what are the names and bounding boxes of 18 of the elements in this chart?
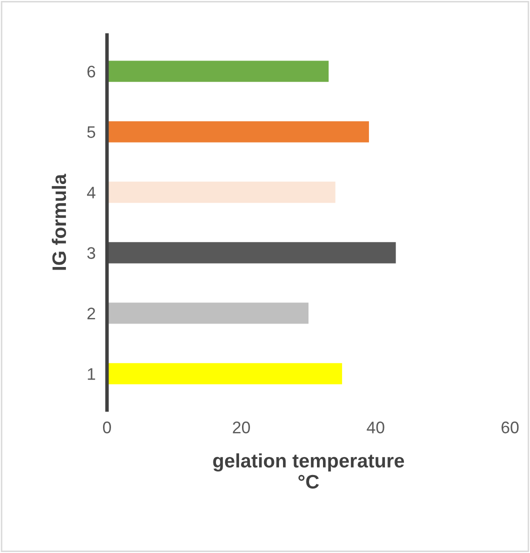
x-axis-title: gelation temperature °C [213,453,404,489]
y-tick-label: 6 [87,66,96,78]
x-tick-label: 0 [103,422,111,434]
bar [107,363,342,384]
bar [107,60,329,82]
bar [107,121,369,142]
bar [107,242,396,264]
x-tick-label: 20 [232,422,250,434]
y-tick-label: 3 [87,247,96,259]
y-tick-label: 5 [87,126,96,138]
y-tick-label: 2 [87,308,96,320]
bar [107,302,308,324]
y-tick-label: 1 [88,368,96,380]
y-tick-label: 4 [87,186,96,198]
y-axis-title: IG formula [52,174,66,270]
x-tick-label: 40 [366,422,384,434]
bar [107,182,336,203]
x-tick-label: 60 [502,422,519,434]
